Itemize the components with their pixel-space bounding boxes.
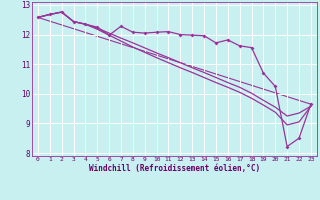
- X-axis label: Windchill (Refroidissement éolien,°C): Windchill (Refroidissement éolien,°C): [89, 164, 260, 173]
